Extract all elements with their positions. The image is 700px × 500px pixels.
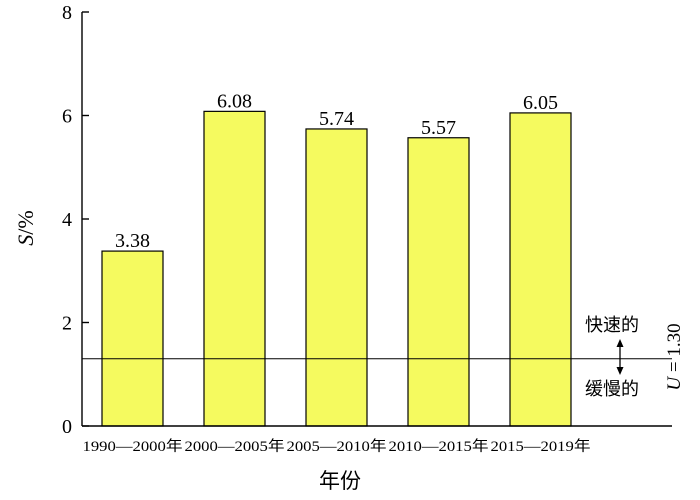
bar-4 (407, 137, 470, 427)
data-label-1: 3.38 (115, 230, 150, 252)
axes-group: 0 2 4 6 8 (62, 2, 672, 438)
y-tick-label-4: 6 (62, 106, 72, 128)
x-tick-label-5: 2015—2019年 (491, 438, 591, 455)
x-tick-label-1: 1990—2000年 (83, 438, 183, 455)
data-label-5: 6.05 (523, 92, 558, 114)
below-threshold-label: 缓慢的 (585, 379, 639, 399)
y-axis-label: S/% (13, 210, 38, 245)
data-label-4: 5.57 (421, 117, 456, 139)
category-labels-group: 1990—2000年 2000—2005年 2005—2010年 2010—2015年… (83, 438, 591, 455)
threshold-label-value: = 1.30 (664, 323, 685, 376)
threshold-arrow (616, 339, 624, 375)
bars-group (101, 110, 572, 427)
data-label-3: 5.74 (319, 108, 354, 130)
y-axis-label-var: S (13, 235, 38, 246)
y-tick-label-5: 8 (62, 2, 72, 24)
above-threshold-label: 快速的 (585, 315, 639, 335)
bar-5 (509, 112, 572, 427)
y-tick-label-3: 4 (62, 209, 72, 231)
y-tick-label-2: 2 (62, 313, 72, 335)
bar-2 (203, 110, 266, 427)
threshold-label-var: U (664, 376, 685, 391)
x-tick-label-3: 2005—2010年 (287, 438, 387, 455)
data-labels-group: 3.38 6.08 5.74 5.57 6.05 (115, 90, 558, 252)
x-tick-label-4: 2010—2015年 (389, 438, 489, 455)
x-axis-label: 年份 (319, 469, 361, 493)
bar-1 (101, 250, 164, 427)
x-tick-label-2: 2000—2005年 (185, 438, 285, 455)
y-axis-label-unit: /% (13, 210, 38, 234)
y-tick-label-1: 0 (62, 416, 72, 438)
data-label-2: 6.08 (217, 90, 252, 112)
bar-3 (305, 128, 368, 427)
threshold-label: U = 1.30 (664, 323, 685, 390)
